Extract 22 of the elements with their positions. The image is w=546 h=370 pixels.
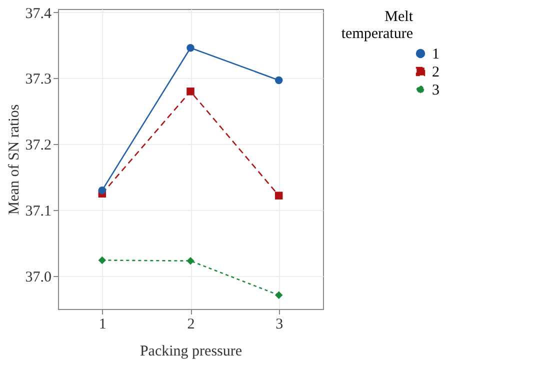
point	[186, 88, 194, 96]
point	[186, 44, 194, 52]
point	[274, 291, 283, 300]
point	[274, 76, 283, 84]
legend-label: 2	[432, 64, 440, 80]
y-tick-label: 37.4	[25, 6, 52, 22]
point	[186, 256, 194, 265]
y-axis-title: Mean of SN ratios	[6, 104, 22, 215]
point	[98, 256, 106, 264]
y-tick-label: 37.1	[25, 204, 52, 220]
x-tick-label: 2	[187, 316, 195, 332]
x-axis-title: Packing pressure	[140, 344, 242, 360]
y-tick-label: 37.2	[25, 138, 52, 154]
legend-label: 3	[432, 82, 440, 98]
point	[274, 192, 283, 200]
x-tick-label: 3	[276, 316, 284, 332]
x-tick-label: 1	[98, 316, 106, 332]
y-tick-label: 37.3	[25, 72, 52, 88]
point	[98, 186, 106, 194]
y-tick-label: 37.0	[25, 270, 52, 286]
legend-title: Melt temperature	[341, 9, 414, 42]
legend-label: 1	[432, 46, 440, 62]
